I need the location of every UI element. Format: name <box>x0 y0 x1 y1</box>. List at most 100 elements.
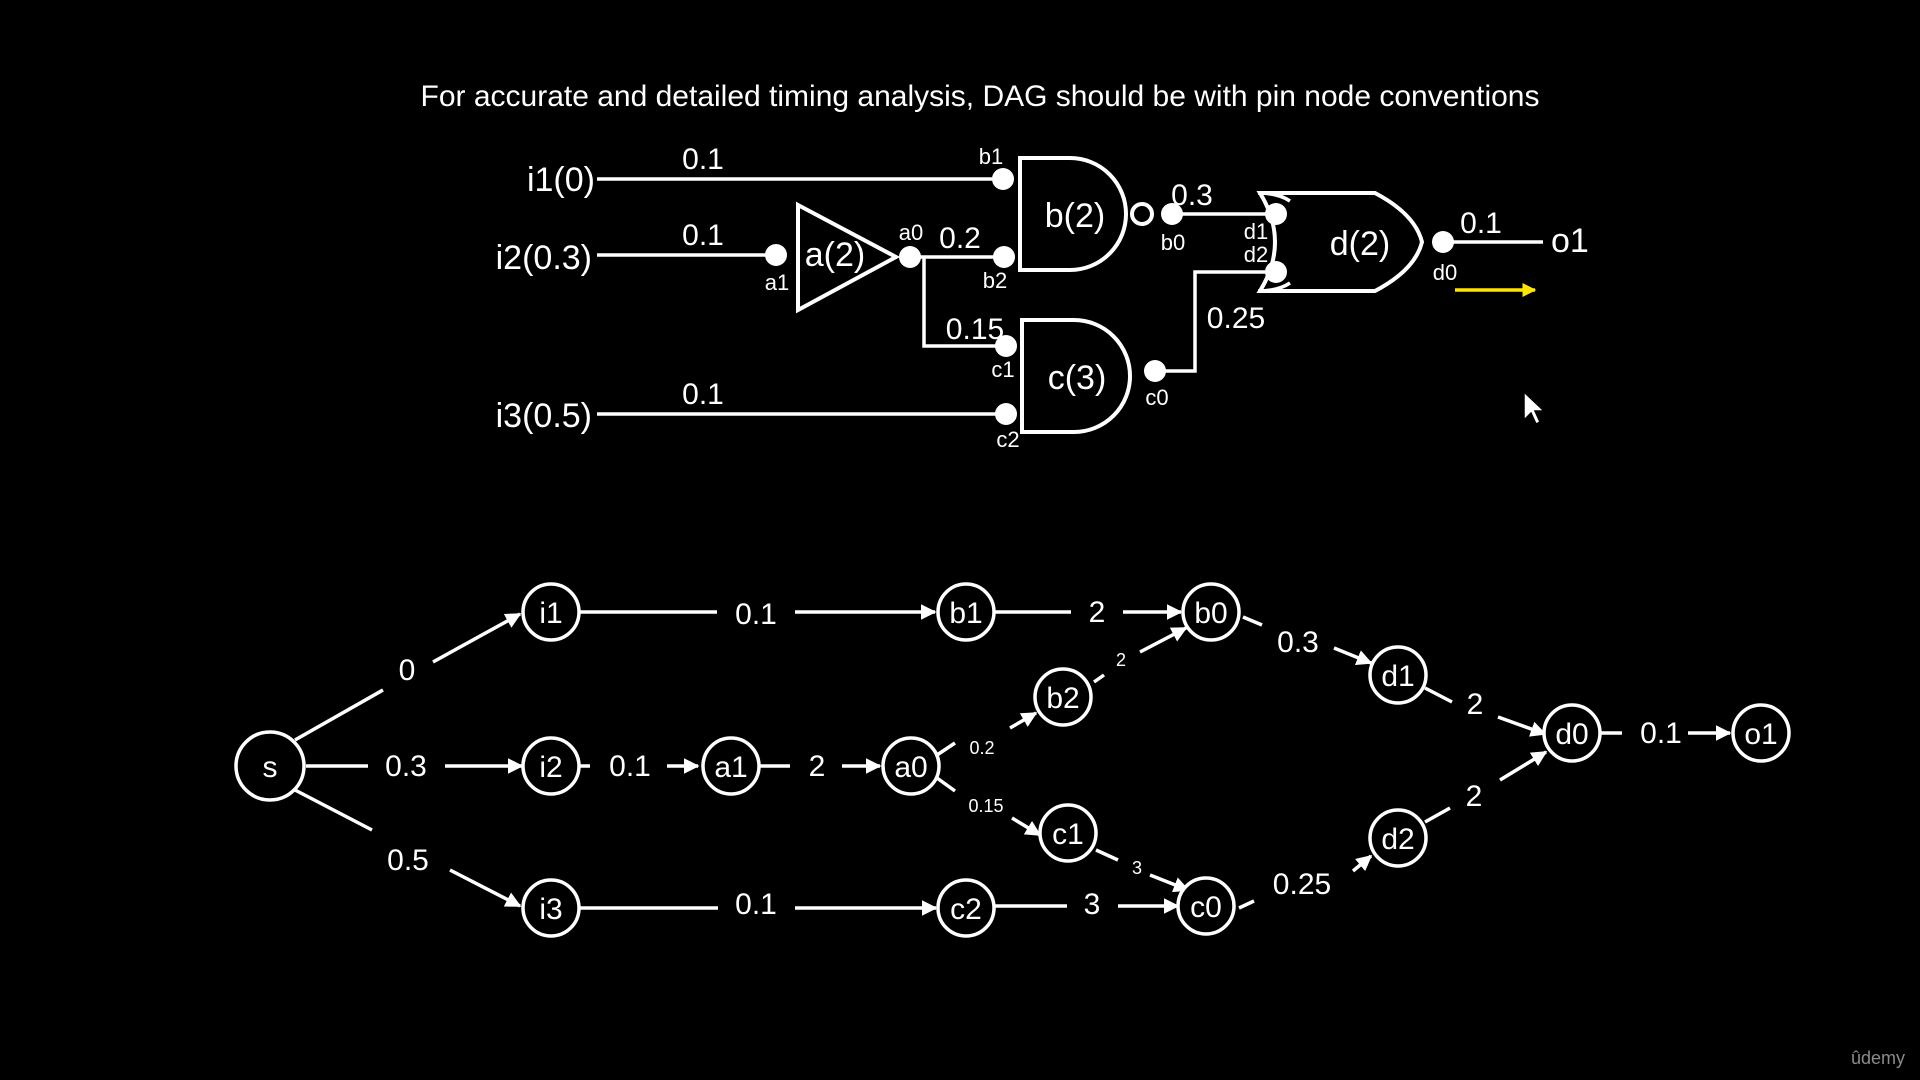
dag-node-i3: i3 <box>521 878 581 938</box>
dag-edge-c1-c0 <box>1095 848 1188 890</box>
svg-text:d1: d1 <box>1381 660 1414 693</box>
gate-b-bubble <box>1130 202 1154 226</box>
circuit-schematic: i1(0) i2(0.3) i3(0.5) o1 a(2) b(2) c(3) … <box>496 143 1589 452</box>
dag-weight-c1-c0: 3 <box>1132 858 1142 878</box>
dag-node-d2: d2 <box>1368 808 1428 868</box>
output-label-o1: o1 <box>1551 222 1589 260</box>
dag-node-b0: b0 <box>1181 582 1241 642</box>
gate-label-c: c(3) <box>1048 359 1107 397</box>
pin-label-d0: d0 <box>1433 260 1457 285</box>
gate-c-and <box>1020 318 1132 434</box>
wire-delay-b0-d1: 0.3 <box>1171 179 1213 212</box>
dag-node-d1: d1 <box>1368 645 1428 705</box>
svg-text:s: s <box>263 751 278 784</box>
input-label-i2: i2(0.3) <box>496 239 592 277</box>
gate-b-nand <box>1018 156 1128 272</box>
timing-dag: s i1 i2 i3 a1 a0 b1 b2 b0 c1 c2 c0 d1 d2… <box>234 582 1791 938</box>
svg-text:a1: a1 <box>714 751 747 784</box>
wire-delay-i3-c2: 0.1 <box>682 378 724 411</box>
dag-weight-c2-c0: 3 <box>1084 888 1101 921</box>
dag-edge-s-i3 <box>294 788 520 906</box>
pin-b1 <box>992 168 1014 190</box>
dag-edge-b2-b0 <box>1092 628 1186 684</box>
dag-weight-a0-b2: 0.2 <box>969 738 994 758</box>
svg-text:c1: c1 <box>1052 818 1084 851</box>
slide-title: For accurate and detailed timing analysi… <box>421 80 1540 113</box>
svg-text:b1: b1 <box>949 597 982 630</box>
dag-weight-i3-c2: 0.1 <box>735 888 777 921</box>
wire-delay-a0-b2: 0.2 <box>939 222 981 255</box>
dag-node-c0: c0 <box>1176 876 1236 936</box>
pin-c0 <box>1144 360 1166 382</box>
pin-a0 <box>899 246 921 268</box>
dag-node-d0: d0 <box>1542 703 1602 763</box>
udemy-watermark: ûdemy <box>1851 1048 1905 1068</box>
dag-node-i1: i1 <box>521 582 581 642</box>
dag-edge-c0-d2 <box>1238 856 1371 910</box>
dag-node-o1: o1 <box>1731 703 1791 763</box>
dag-edge-s-i1 <box>294 614 520 742</box>
gate-label-b: b(2) <box>1045 197 1105 235</box>
svg-text:c2: c2 <box>950 893 982 926</box>
wire-delay-d0-o1: 0.1 <box>1460 207 1502 240</box>
pin-c1 <box>995 335 1017 357</box>
wire-delay-a0-c1: 0.15 <box>946 313 1004 346</box>
pin-d1 <box>1265 203 1287 225</box>
pin-label-a0: a0 <box>899 220 923 245</box>
mouse-cursor-icon <box>1523 390 1546 426</box>
gate-d-or <box>1256 191 1425 293</box>
dag-weight-b2-b0: 2 <box>1116 650 1126 670</box>
gate-label-a: a(2) <box>805 236 865 274</box>
svg-text:d0: d0 <box>1555 718 1588 751</box>
dag-edge-a0-b2 <box>936 713 1036 757</box>
svg-text:i1: i1 <box>539 597 562 630</box>
svg-text:b2: b2 <box>1046 682 1079 715</box>
dag-edge-b0-d1 <box>1242 615 1371 663</box>
pin-label-b2: b2 <box>983 268 1007 293</box>
svg-text:a0: a0 <box>894 751 927 784</box>
pin-label-d1: d1 <box>1244 219 1268 244</box>
gate-a-buffer <box>796 201 901 314</box>
dag-weight-b0-d1: 0.3 <box>1277 626 1319 659</box>
svg-text:b0: b0 <box>1194 597 1227 630</box>
wire-a0-c1 <box>922 257 1006 348</box>
dag-weight-i2-a1: 0.1 <box>609 750 651 783</box>
svg-text:o1: o1 <box>1744 718 1777 751</box>
pin-b2 <box>993 246 1015 268</box>
dag-node-c2: c2 <box>936 878 996 938</box>
pin-a1 <box>765 244 787 266</box>
svg-text:i3: i3 <box>539 893 562 926</box>
wire-c0-d2 <box>1155 270 1276 373</box>
gate-label-d: d(2) <box>1330 225 1390 263</box>
svg-text:i2: i2 <box>539 751 562 784</box>
dag-weight-a1-a0: 2 <box>809 750 826 783</box>
dag-edge-d2-d0 <box>1424 752 1546 824</box>
dag-weight-d1-d0: 2 <box>1467 688 1484 721</box>
pin-label-d2: d2 <box>1244 242 1268 267</box>
dag-node-a0: a0 <box>881 736 941 796</box>
input-label-i1: i1(0) <box>527 161 595 199</box>
gate-d-or-back-curve <box>1257 191 1291 293</box>
pin-c2 <box>995 403 1017 425</box>
dag-weight-d0-o1: 0.1 <box>1640 717 1682 750</box>
dag-node-b1: b1 <box>936 582 996 642</box>
dag-weight-i1-b1: 0.1 <box>735 598 777 631</box>
pin-label-b1: b1 <box>979 144 1003 169</box>
dag-node-a1: a1 <box>701 736 761 796</box>
wire-delay-c0-d2: 0.25 <box>1207 302 1265 335</box>
dag-node-s: s <box>234 730 306 802</box>
pin-label-c2: c2 <box>996 427 1019 452</box>
pin-b0 <box>1161 203 1183 225</box>
pin-label-b0: b0 <box>1161 230 1185 255</box>
svg-text:d2: d2 <box>1381 823 1414 856</box>
pin-d0 <box>1432 231 1454 253</box>
wire-delay-i2-a1: 0.1 <box>682 219 724 252</box>
dag-weight-s-i3: 0.5 <box>387 844 429 877</box>
dag-weight-a0-c1: 0.15 <box>968 796 1003 816</box>
wire-delay-i1-b1: 0.1 <box>682 143 724 176</box>
dag-edge-a0-c1 <box>935 776 1040 835</box>
pin-label-c0: c0 <box>1145 385 1168 410</box>
pin-label-c1: c1 <box>991 357 1014 382</box>
dag-weight-b1-b0: 2 <box>1089 596 1106 629</box>
dag-weight-s-i2: 0.3 <box>385 750 427 783</box>
